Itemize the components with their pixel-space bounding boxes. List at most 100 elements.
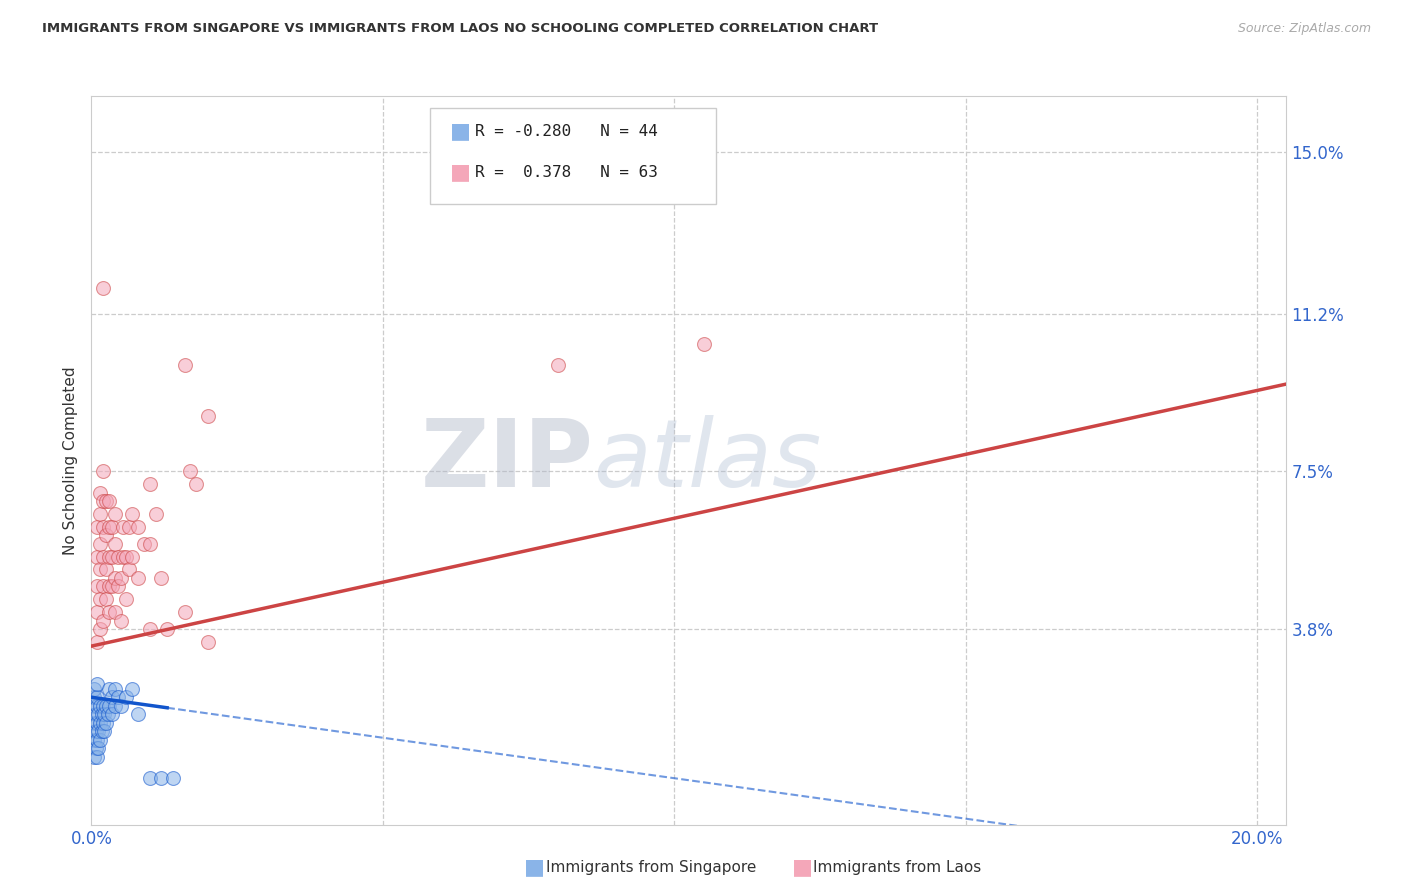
Point [101,690,124,705]
Point [110,698,132,713]
Text: ■: ■ [792,857,813,877]
Point [118,562,141,576]
Point [86,750,108,764]
Point [89,507,111,521]
Point [86,715,108,730]
Point [97,605,120,619]
Point [121,681,143,696]
Point [138,537,160,551]
Point [97,494,120,508]
Point [110,571,132,585]
Point [91,281,114,295]
Point [104,698,127,713]
Text: atlas: atlas [593,415,821,507]
Point [86,698,108,713]
Point [97,579,120,593]
Point [150,771,173,785]
Point [156,622,179,636]
Point [97,520,120,534]
Point [112,549,135,564]
Text: R =  0.378   N = 63: R = 0.378 N = 63 [475,165,658,179]
Point [91,464,114,478]
Point [97,681,120,696]
Point [89,698,111,713]
Point [86,635,108,649]
Text: Immigrants from Singapore: Immigrants from Singapore [546,860,756,874]
Point [86,690,108,705]
Point [115,690,138,705]
Point [83,698,105,713]
Point [91,698,114,713]
Point [101,549,124,564]
Point [94,562,117,576]
Point [93,724,115,739]
Point [162,771,184,785]
Point [87,741,110,756]
Text: ZIP: ZIP [420,415,593,507]
Point [97,698,120,713]
Text: ■: ■ [524,857,546,877]
Text: R = -0.280   N = 44: R = -0.280 N = 44 [475,124,658,138]
Point [97,549,120,564]
Point [93,707,115,722]
Point [94,592,117,607]
Text: ■: ■ [450,121,471,141]
Point [86,677,108,691]
Point [83,715,105,730]
Point [94,698,117,713]
Point [90,724,112,739]
Point [89,537,111,551]
Point [121,549,143,564]
Point [90,707,112,722]
Point [83,681,105,696]
Point [107,579,129,593]
Point [87,707,110,722]
Y-axis label: No Schooling Completed: No Schooling Completed [62,367,77,555]
Point [89,622,111,636]
Point [118,520,141,534]
Point [84,741,107,756]
Point [173,358,195,372]
Text: Source: ZipAtlas.com: Source: ZipAtlas.com [1237,22,1371,36]
Point [138,622,160,636]
Point [91,520,114,534]
Point [547,358,569,372]
Point [121,507,143,521]
Point [83,750,105,764]
Point [107,690,129,705]
Point [104,537,127,551]
Point [115,549,138,564]
Point [86,605,108,619]
Point [127,707,149,722]
Text: Immigrants from Laos: Immigrants from Laos [813,860,981,874]
Point [86,549,108,564]
Point [89,562,111,576]
Point [83,732,105,747]
Point [91,614,114,628]
Point [97,707,120,722]
Point [115,592,138,607]
Point [91,494,114,508]
Point [86,520,108,534]
Point [197,635,219,649]
Point [89,592,111,607]
Point [101,707,124,722]
Point [127,520,149,534]
Point [104,681,127,696]
Point [179,464,201,478]
Point [94,528,117,542]
Point [89,732,111,747]
Point [89,715,111,730]
Point [91,549,114,564]
Point [107,549,129,564]
Point [86,579,108,593]
Text: IMMIGRANTS FROM SINGAPORE VS IMMIGRANTS FROM LAOS NO SCHOOLING COMPLETED CORRELA: IMMIGRANTS FROM SINGAPORE VS IMMIGRANTS … [42,22,879,36]
Point [150,571,173,585]
Point [173,605,195,619]
Text: ■: ■ [450,162,471,182]
Point [91,579,114,593]
Point [84,724,107,739]
Point [197,409,219,423]
Point [83,690,105,705]
Point [101,520,124,534]
